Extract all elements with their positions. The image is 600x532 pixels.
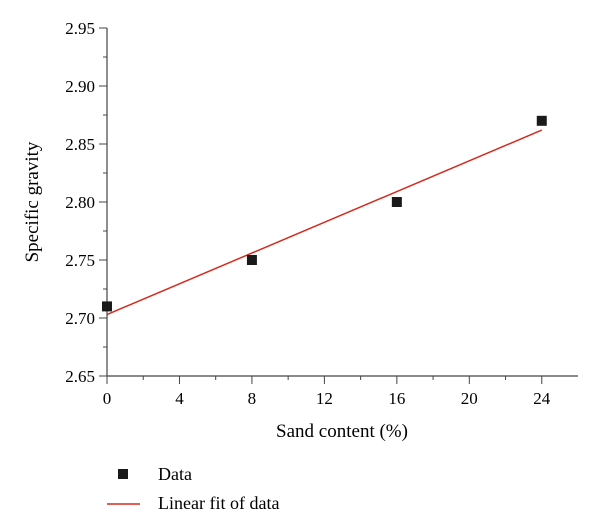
data-point <box>246 255 257 265</box>
x-tick-label: 24 <box>533 389 551 408</box>
legend-fit-label: Linear fit of data <box>158 493 279 513</box>
x-tick-label: 12 <box>316 389 333 408</box>
y-tick-label: 2.95 <box>65 19 95 38</box>
data-point <box>391 197 402 207</box>
x-tick-label: 4 <box>175 389 184 408</box>
x-tick-label: 16 <box>388 389 405 408</box>
fit-line-group <box>106 129 543 316</box>
x-tick-label: 20 <box>461 389 478 408</box>
data-point <box>536 115 547 126</box>
y-tick-label: 2.80 <box>65 193 95 212</box>
y-tick-label: 2.65 <box>65 367 95 386</box>
y-axis-title: Specific gravity <box>22 141 43 262</box>
x-tick-label: 8 <box>248 389 257 408</box>
plot-frame <box>106 28 578 377</box>
legend: Data Linear fit of data <box>107 464 279 513</box>
x-tick-label: 0 <box>103 389 112 408</box>
y-tick-label: 2.70 <box>65 309 95 328</box>
fit-line <box>106 129 543 316</box>
y-tick-label: 2.90 <box>65 77 95 96</box>
y-tick-label: 2.75 <box>65 251 95 270</box>
data-points <box>102 115 547 312</box>
y-axis-ticks: 2.65 2.70 2.75 2.80 2.85 2.90 2.95 <box>65 19 107 386</box>
legend-data-marker <box>118 469 128 479</box>
legend-data-label: Data <box>158 464 192 484</box>
x-axis-ticks: 0 4 8 12 16 20 24 <box>103 376 551 408</box>
data-point <box>102 301 112 312</box>
y-tick-label: 2.85 <box>65 135 95 154</box>
x-axis-title: Sand content (%) <box>276 421 408 442</box>
